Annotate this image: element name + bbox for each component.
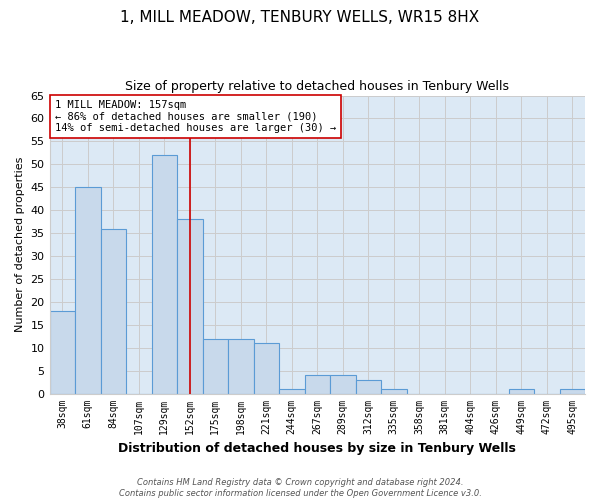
Bar (305, 375, 330, 394)
Bar (177, 220, 203, 394)
Text: 1 MILL MEADOW: 157sqm
← 86% of detached houses are smaller (190)
14% of semi-det: 1 MILL MEADOW: 157sqm ← 86% of detached … (55, 100, 336, 133)
Bar (560, 389, 585, 394)
Bar (152, 155, 177, 394)
Bar (228, 338, 254, 394)
Bar (279, 389, 305, 394)
X-axis label: Distribution of detached houses by size in Tenbury Wells: Distribution of detached houses by size … (118, 442, 516, 455)
Text: 1, MILL MEADOW, TENBURY WELLS, WR15 8HX: 1, MILL MEADOW, TENBURY WELLS, WR15 8HX (121, 10, 479, 25)
Bar (203, 338, 228, 394)
Bar (381, 389, 407, 394)
Y-axis label: Number of detached properties: Number of detached properties (15, 157, 25, 332)
Title: Size of property relative to detached houses in Tenbury Wells: Size of property relative to detached ho… (125, 80, 509, 93)
Bar (509, 389, 534, 394)
Bar (75, 187, 101, 394)
Text: Contains HM Land Registry data © Crown copyright and database right 2024.
Contai: Contains HM Land Registry data © Crown c… (119, 478, 481, 498)
Bar (356, 380, 381, 394)
Bar (330, 375, 356, 394)
Bar (50, 311, 75, 394)
Bar (254, 343, 279, 394)
Bar (101, 228, 126, 394)
